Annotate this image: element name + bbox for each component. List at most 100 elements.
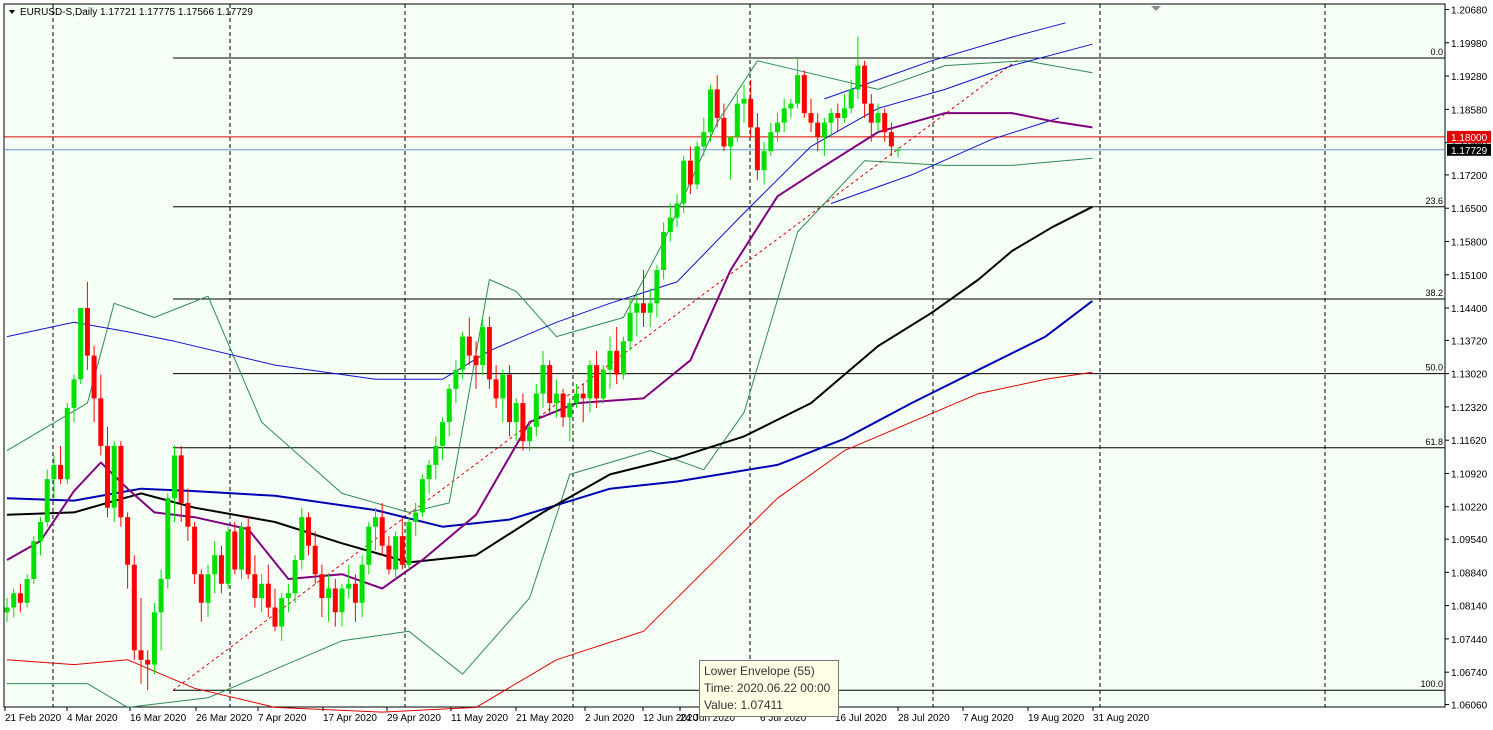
candle-body[interactable] (51, 464, 57, 480)
candle-body[interactable] (78, 308, 84, 380)
candle-body[interactable] (781, 108, 787, 123)
candle-body[interactable] (98, 398, 104, 446)
candle-body[interactable] (835, 113, 841, 118)
collapse-arrow-icon[interactable] (9, 10, 15, 14)
candle-body[interactable] (386, 545, 392, 570)
candle-body[interactable] (212, 555, 218, 575)
candle-body[interactable] (882, 113, 888, 133)
candle-body[interactable] (594, 365, 600, 399)
candle-body[interactable] (547, 365, 553, 404)
candle-body[interactable] (607, 350, 613, 370)
candle-body[interactable] (259, 583, 265, 599)
candle-body[interactable] (587, 365, 593, 399)
candle-body[interactable] (339, 588, 345, 613)
candle-body[interactable] (721, 117, 727, 147)
candle-body[interactable] (440, 422, 445, 446)
candle-body[interactable] (667, 217, 673, 232)
candle-body[interactable] (279, 598, 285, 627)
candle-body[interactable] (821, 122, 827, 137)
candle-body[interactable] (292, 559, 298, 594)
candle-body[interactable] (265, 583, 271, 608)
candle-body[interactable] (352, 583, 358, 603)
candle-body[interactable] (38, 521, 43, 541)
candle-body[interactable] (185, 502, 191, 527)
candle-body[interactable] (580, 393, 586, 399)
candle-body[interactable] (379, 517, 385, 546)
candle-body[interactable] (178, 455, 184, 503)
candle-body[interactable] (728, 136, 734, 147)
candle-body[interactable] (493, 379, 499, 399)
candle-body[interactable] (527, 426, 533, 442)
candle-body[interactable] (419, 479, 425, 513)
candle-body[interactable] (272, 607, 278, 627)
candle-body[interactable] (192, 526, 198, 575)
candle-body[interactable] (486, 327, 492, 380)
candle-body[interactable] (507, 374, 512, 423)
candle-body[interactable] (165, 498, 171, 580)
candle-body[interactable] (145, 659, 151, 665)
candle-body[interactable] (158, 579, 164, 613)
candle-body[interactable] (205, 574, 211, 603)
candle-body[interactable] (868, 103, 874, 123)
candle-body[interactable] (647, 303, 653, 313)
candle-body[interactable] (513, 403, 519, 423)
candle-body[interactable] (808, 113, 814, 123)
candle-body[interactable] (540, 365, 546, 394)
candle-body[interactable] (433, 445, 439, 465)
candle-body[interactable] (600, 369, 606, 399)
candle-body[interactable] (172, 455, 177, 499)
candle-body[interactable] (748, 98, 754, 128)
candle-body[interactable] (855, 65, 861, 90)
candle-body[interactable] (58, 464, 64, 480)
candle-body[interactable] (687, 160, 693, 185)
candle-body[interactable] (620, 341, 626, 375)
candle-body[interactable] (125, 517, 131, 565)
candle-body[interactable] (31, 540, 37, 580)
candle-body[interactable] (553, 393, 559, 404)
candle-body[interactable] (775, 122, 780, 133)
candle-body[interactable] (520, 403, 526, 442)
candle-body[interactable] (768, 132, 774, 152)
candle-body[interactable] (319, 574, 325, 599)
candle-body[interactable] (332, 588, 338, 613)
candle-body[interactable] (118, 445, 124, 518)
candle-body[interactable] (862, 65, 868, 104)
candle-body[interactable] (285, 593, 291, 599)
candle-body[interactable] (681, 160, 687, 204)
candle-body[interactable] (453, 369, 459, 389)
candle-body[interactable] (761, 151, 767, 171)
candle-body[interactable] (245, 526, 251, 575)
candle-body[interactable] (426, 464, 432, 480)
candle-body[interactable] (574, 393, 579, 404)
candle-body[interactable] (359, 564, 365, 603)
candle-body[interactable] (708, 89, 713, 133)
candle-body[interactable] (714, 89, 720, 118)
candle-body[interactable] (225, 531, 231, 584)
candle-body[interactable] (473, 355, 479, 366)
candle-body[interactable] (399, 536, 405, 565)
candle-body[interactable] (801, 75, 807, 114)
candle-body[interactable] (306, 517, 311, 546)
candle-body[interactable] (198, 574, 204, 603)
candle-body[interactable] (312, 545, 318, 575)
candle-body[interactable] (151, 612, 157, 665)
candle-body[interactable] (848, 89, 854, 109)
candle-body[interactable] (634, 303, 640, 313)
candle-body[interactable] (560, 393, 566, 418)
candle-body[interactable] (661, 231, 667, 271)
candle-body[interactable] (239, 526, 244, 570)
candle-body[interactable] (131, 564, 137, 651)
candle-body[interactable] (406, 521, 412, 565)
candle-body[interactable] (44, 479, 50, 522)
candle-body[interactable] (64, 407, 70, 480)
candle-body[interactable] (654, 270, 660, 304)
candle-body[interactable] (888, 132, 894, 147)
candle-body[interactable] (11, 593, 17, 608)
candle-body[interactable] (500, 374, 506, 399)
candle-body[interactable] (373, 517, 378, 527)
candle-body[interactable] (252, 574, 258, 599)
candle-body[interactable] (614, 350, 620, 375)
candle-body[interactable] (741, 98, 747, 104)
candle-body[interactable] (393, 536, 399, 570)
plot-area[interactable] (3, 3, 1446, 708)
